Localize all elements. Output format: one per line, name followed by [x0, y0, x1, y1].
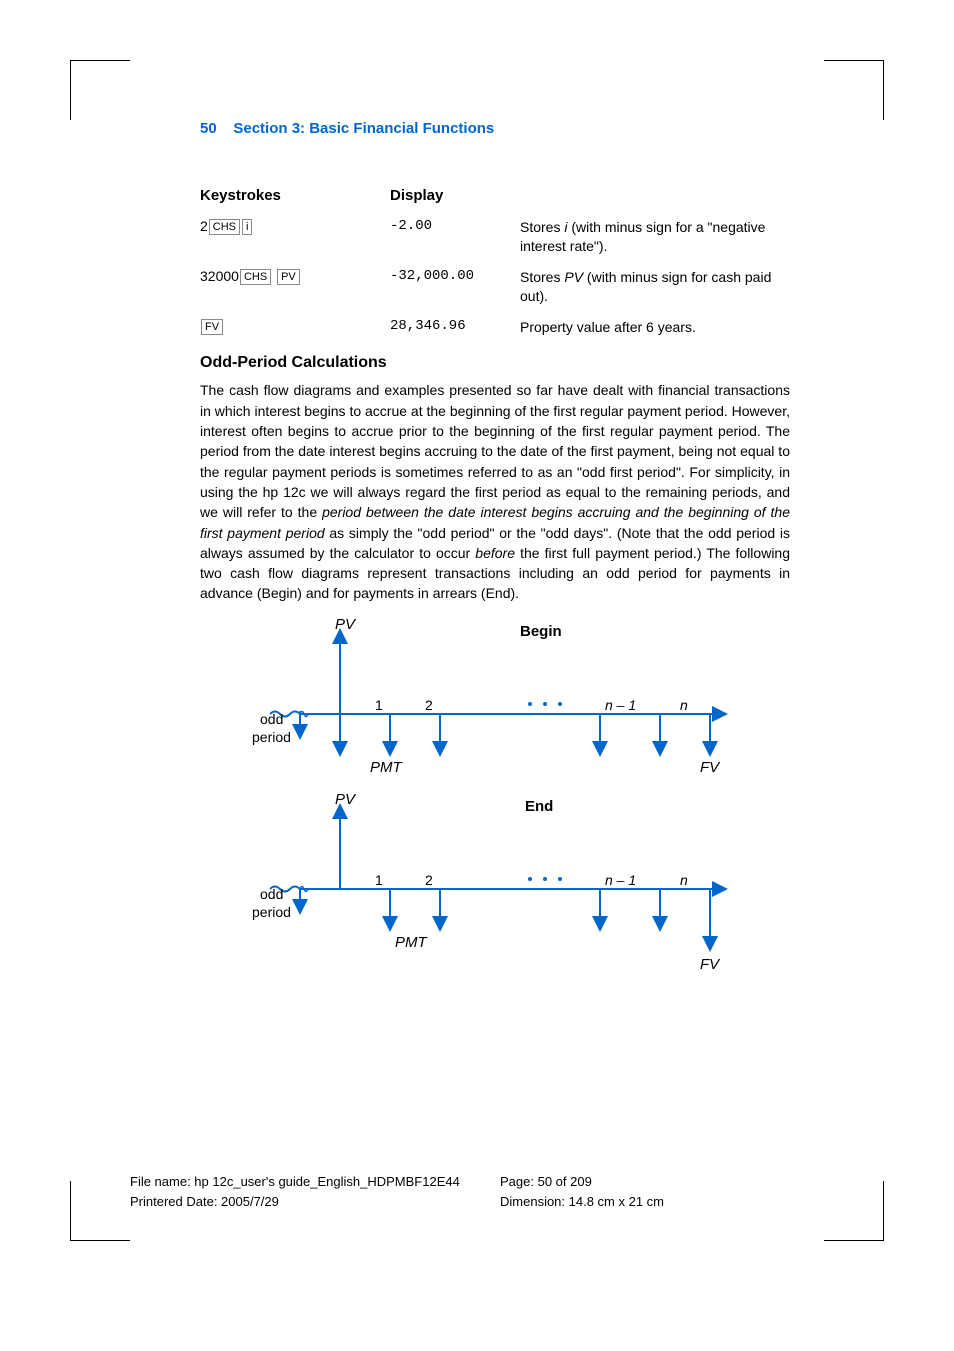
page-content: 50 Section 3: Basic Financial Functions … [200, 120, 790, 989]
description-cell: Stores i (with minus sign for a "negativ… [520, 218, 790, 256]
desc-text: Stores [520, 269, 564, 285]
crop-mark-br [824, 1181, 884, 1241]
keystrokes-cell: FV [200, 318, 390, 335]
page-number: 50 [200, 120, 217, 137]
tick-n: n [680, 872, 688, 888]
fv-label: FV [700, 759, 721, 776]
crop-mark-bl [70, 1181, 130, 1241]
tick-n: n [680, 697, 688, 713]
axis-line [270, 886, 720, 891]
begin-diagram: PV Begin odd period 1 2 PMT [252, 616, 721, 776]
footer-filename: File name: hp 12c_user's guide_English_H… [130, 1172, 500, 1192]
diagrams-svg: PV Begin odd period 1 2 PMT [240, 614, 740, 984]
fv-label: FV [700, 956, 721, 973]
pv-label: PV [335, 616, 357, 633]
footer-date: Printered Date: 2005/7/29 [130, 1192, 500, 1212]
footer-right: Page: 50 of 209 Dimension: 14.8 cm x 21 … [500, 1172, 760, 1211]
crop-mark-tr [824, 60, 884, 120]
key-button: PV [277, 269, 300, 285]
odd-label: odd [260, 886, 283, 902]
page-footer: File name: hp 12c_user's guide_English_H… [130, 1172, 760, 1211]
dot-icon [558, 877, 562, 881]
table-row: FV 28,346.96 Property value after 6 year… [200, 318, 790, 337]
odd-label: odd [260, 711, 283, 727]
col-description [520, 187, 790, 204]
subheading: Odd-Period Calculations [200, 354, 790, 372]
tick-1: 1 [375, 697, 383, 713]
tick-nminus1: n – 1 [605, 872, 636, 888]
footer-dimension: Dimension: 14.8 cm x 21 cm [500, 1192, 760, 1212]
tick-1: 1 [375, 872, 383, 888]
footer-left: File name: hp 12c_user's guide_English_H… [130, 1172, 500, 1211]
col-display: Display [390, 187, 520, 204]
dot-icon [528, 877, 532, 881]
crop-mark-tl [70, 60, 130, 120]
description-cell: Stores PV (with minus sign for cash paid… [520, 268, 790, 306]
period-label: period [252, 729, 291, 745]
key-button: i [242, 219, 252, 235]
dot-icon [558, 702, 562, 706]
section-title: Section 3: Basic Financial Functions [233, 120, 494, 137]
period-label: period [252, 904, 291, 920]
para-text: The cash flow diagrams and examples pres… [200, 382, 790, 520]
table-row: 2CHSi -2.00 Stores i (with minus sign fo… [200, 218, 790, 256]
key-pre: 32000 [200, 268, 239, 284]
begin-title: Begin [520, 623, 562, 640]
axis-line [270, 711, 720, 716]
para-italic: before [475, 545, 515, 561]
desc-text: Property value after 6 years. [520, 319, 696, 335]
tick-2: 2 [425, 872, 433, 888]
key-pre: 2 [200, 218, 208, 234]
key-button: CHS [209, 219, 240, 235]
desc-text: Stores [520, 219, 564, 235]
pmt-label: PMT [395, 934, 429, 951]
body-paragraph: The cash flow diagrams and examples pres… [200, 380, 790, 603]
dot-icon [543, 702, 547, 706]
end-title: End [525, 798, 553, 815]
keystrokes-cell: 32000CHS PV [200, 268, 390, 285]
keystrokes-cell: 2CHSi [200, 218, 390, 235]
key-button: CHS [240, 269, 271, 285]
col-keystrokes: Keystrokes [200, 187, 390, 204]
table-header: Keystrokes Display [200, 187, 790, 204]
footer-page: Page: 50 of 209 [500, 1172, 760, 1192]
pmt-label: PMT [370, 759, 404, 776]
display-cell: 28,346.96 [390, 318, 520, 334]
keystroke-table: Keystrokes Display 2CHSi -2.00 Stores i … [200, 187, 790, 336]
display-cell: -32,000.00 [390, 268, 520, 284]
dot-icon [543, 877, 547, 881]
table-row: 32000CHS PV -32,000.00 Stores PV (with m… [200, 268, 790, 306]
end-diagram: PV End odd period 1 2 PMT n – 1 n [252, 791, 721, 973]
description-cell: Property value after 6 years. [520, 318, 790, 337]
display-cell: -2.00 [390, 218, 520, 234]
desc-italic: PV [564, 269, 583, 285]
dot-icon [528, 702, 532, 706]
tick-2: 2 [425, 697, 433, 713]
pv-label: PV [335, 791, 357, 808]
key-button: FV [201, 319, 223, 335]
page-header: 50 Section 3: Basic Financial Functions [200, 120, 790, 137]
cash-flow-diagrams: PV Begin odd period 1 2 PMT [240, 614, 790, 989]
tick-nminus1: n – 1 [605, 697, 636, 713]
